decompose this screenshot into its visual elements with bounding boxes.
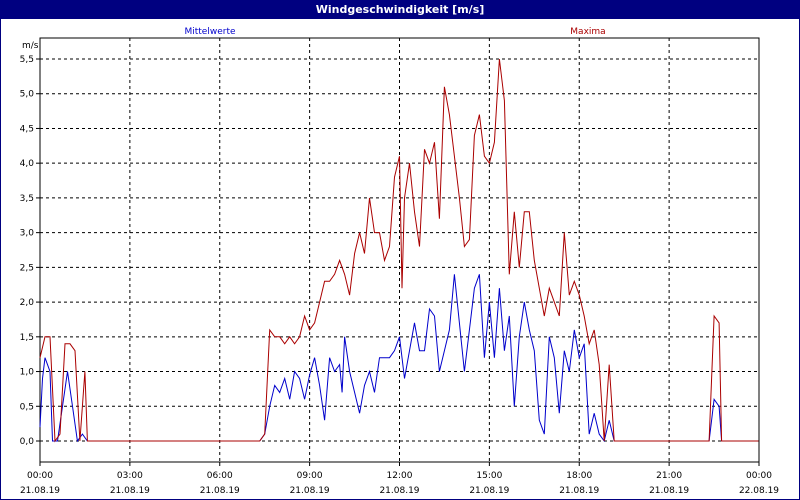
series-line-mittelwerte xyxy=(39,274,759,443)
legend-mittelwerte: Mittelwerte xyxy=(184,27,235,37)
x-tick-date: 21.08.19 xyxy=(559,486,599,496)
y-tick-label: 4,5 xyxy=(20,124,34,134)
y-tick-label: 2,5 xyxy=(20,263,34,273)
y-tick-label: 1,5 xyxy=(20,333,34,343)
legend-maxima: Maxima xyxy=(570,27,605,37)
x-axis: 00:00 21.08.19 03:00 21.08.19 06:00 21.08.19 0… xyxy=(20,462,779,496)
x-tick-date: 21.08.19 xyxy=(200,486,240,496)
x-tick-time: 06:00 xyxy=(207,471,233,481)
y-axis: 0,0 0,5 1,0 1,5 2,0 2,5 3,0 3,5 4,0 4,5 5,0 5,5 xyxy=(20,55,40,447)
y-tick-label: 4,0 xyxy=(20,159,35,169)
x-tick-date: 21.08.19 xyxy=(20,486,60,496)
x-tick-date: 21.08.19 xyxy=(469,486,509,496)
x-tick-time: 00:00 xyxy=(746,471,772,481)
x-tick-date: 22.08.19 xyxy=(739,486,779,496)
y-tick-label: 0,0 xyxy=(20,437,35,447)
x-tick-time: 03:00 xyxy=(117,471,143,481)
y-tick-label: 1,0 xyxy=(20,368,35,378)
x-tick-date: 21.08.19 xyxy=(379,486,419,496)
y-tick-label: 3,0 xyxy=(20,229,35,239)
y-tick-label: 2,0 xyxy=(20,298,35,308)
x-tick-time: 21:00 xyxy=(656,471,682,481)
x-tick-time: 15:00 xyxy=(476,471,502,481)
x-tick-date: 21.08.19 xyxy=(110,486,150,496)
y-tick-label: 5,0 xyxy=(20,90,35,100)
x-tick-time: 18:00 xyxy=(566,471,592,481)
grid xyxy=(40,38,759,462)
y-tick-label: 3,5 xyxy=(20,194,34,204)
series-layer xyxy=(39,58,759,443)
x-tick-time: 00:00 xyxy=(27,471,53,481)
y-tick-label: 5,5 xyxy=(20,55,34,65)
x-tick-time: 12:00 xyxy=(387,471,413,481)
x-tick-date: 21.08.19 xyxy=(290,486,330,496)
window-title: Windgeschwindigkeit [m/s] xyxy=(1,1,799,19)
y-axis-label: m/s xyxy=(22,41,39,51)
y-tick-label: 0,5 xyxy=(20,402,34,412)
x-tick-date: 21.08.19 xyxy=(649,486,689,496)
x-tick-time: 09:00 xyxy=(297,471,323,481)
series-line-maxima xyxy=(39,58,759,443)
